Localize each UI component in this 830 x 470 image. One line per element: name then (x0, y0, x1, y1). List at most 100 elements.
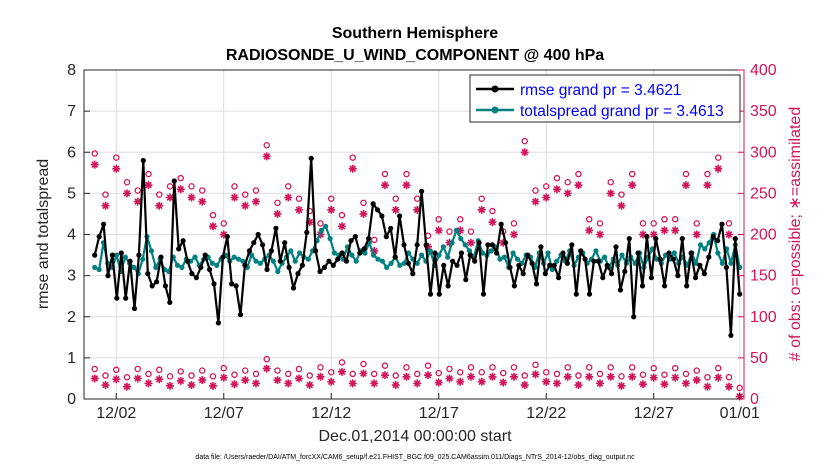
rmse-point (520, 271, 526, 277)
rmse-point (101, 221, 107, 227)
totalspread-point (462, 242, 468, 248)
rmse-point (697, 262, 703, 268)
obs-possible-marker (628, 170, 636, 178)
obs-assimilated-marker (509, 230, 518, 239)
obs-possible-marker (542, 369, 550, 376)
rmse-point (127, 258, 133, 264)
obs-possible-marker (564, 364, 571, 371)
rmse-point (692, 275, 699, 281)
obs-possible-marker (112, 366, 120, 374)
rmse-point (525, 252, 531, 258)
rmse-point (335, 256, 341, 262)
rmse-point (162, 283, 168, 289)
x-tick-label: 12/12 (311, 405, 351, 422)
rmse-point (123, 295, 129, 301)
obs-assimilated-marker (681, 379, 690, 388)
rmse-point (268, 248, 274, 254)
totalspread-point (545, 250, 551, 256)
obs-assimilated-marker (423, 242, 432, 251)
y-tick-label-left: 8 (67, 62, 76, 79)
obs-possible-marker (521, 372, 528, 379)
obs-possible-marker (499, 369, 507, 377)
rmse-point (538, 244, 544, 250)
rmse-point (352, 234, 358, 240)
obs-possible-marker (155, 191, 163, 198)
totalspread-point (619, 252, 625, 258)
x-tick-label: 12/02 (96, 405, 136, 422)
totalspread-point (153, 264, 159, 270)
rmse-point (295, 271, 301, 277)
obs-possible-marker (381, 362, 389, 369)
obs-assimilated-marker (144, 181, 153, 190)
obs-possible-marker (596, 220, 604, 227)
totalspread-point (174, 262, 181, 268)
obs-assimilated-marker (187, 381, 196, 390)
totalspread-point (427, 248, 433, 254)
y-axis-right: 0 50 100 150 200 250 300 350 400 (738, 62, 777, 408)
rmse-point (600, 275, 606, 281)
obs-assimilated-marker (552, 185, 561, 194)
rmse-point (586, 291, 593, 297)
obs-assimilated-marker (724, 230, 733, 239)
obs-assimilated-marker (456, 226, 465, 235)
obs-assimilated-marker (413, 205, 422, 214)
rmse-point (229, 281, 235, 287)
rmse-point (529, 260, 535, 266)
rmse-point (688, 250, 694, 256)
totalspread-point (510, 250, 516, 256)
rmse-point (237, 312, 244, 318)
obs-assimilated-marker (241, 201, 250, 210)
rmse-point (494, 250, 500, 256)
rmse-point (617, 287, 624, 293)
legend-spread-marker (491, 106, 499, 114)
obs-assimilated-marker (370, 246, 379, 255)
rmse-point (458, 250, 464, 256)
obs-assimilated-marker (359, 369, 368, 378)
rmse-point (131, 305, 138, 312)
rmse-point (348, 238, 354, 244)
rmse-point (578, 248, 584, 254)
obs-possible-marker (478, 369, 485, 376)
totalspread-point (702, 246, 708, 252)
obs-assimilated-marker (714, 373, 723, 382)
obs-possible-marker (134, 187, 141, 194)
rmse-point (564, 260, 571, 266)
totalspread-point (671, 250, 677, 256)
obs-possible-marker (564, 179, 571, 186)
obs-assimilated-marker (101, 381, 110, 390)
totalspread-point (318, 227, 324, 233)
rmse-point (613, 244, 619, 250)
obs-possible-marker (704, 170, 711, 178)
obs-assimilated-marker (423, 371, 432, 380)
x-tick-label: 12/27 (634, 405, 674, 422)
obs-assimilated-marker (90, 160, 99, 169)
totalspread-point (497, 256, 503, 262)
rmse-point (313, 248, 319, 254)
obs-possible-marker (585, 216, 593, 223)
rmse-point (463, 277, 469, 283)
obs-assimilated-marker (359, 209, 368, 218)
rmse-point (511, 283, 517, 289)
y-tick-label-left: 4 (67, 227, 76, 244)
rmse-point (366, 236, 372, 242)
obs-possible-marker (682, 170, 690, 178)
obs-assimilated-marker (155, 375, 164, 384)
totalspread-point (140, 256, 146, 262)
rmse-point (202, 252, 208, 258)
obs-assimilated-marker (649, 373, 658, 382)
totalspread-point (501, 254, 507, 260)
obs-possible-marker (424, 362, 432, 369)
obs-possible-marker (413, 195, 421, 202)
obs-possible-marker (510, 220, 518, 227)
rmse-point (118, 250, 124, 256)
rmse-point (184, 258, 191, 264)
obs-assimilated-marker (219, 373, 228, 382)
obs-assimilated-marker (692, 230, 701, 239)
obs-possible-marker (155, 366, 163, 374)
rmse-point (436, 291, 442, 297)
obs-assimilated-marker (703, 181, 712, 190)
obs-possible-marker (241, 191, 249, 198)
obs-possible-marker (510, 364, 518, 371)
obs-assimilated-marker (219, 230, 228, 239)
rmse-point (224, 234, 230, 240)
